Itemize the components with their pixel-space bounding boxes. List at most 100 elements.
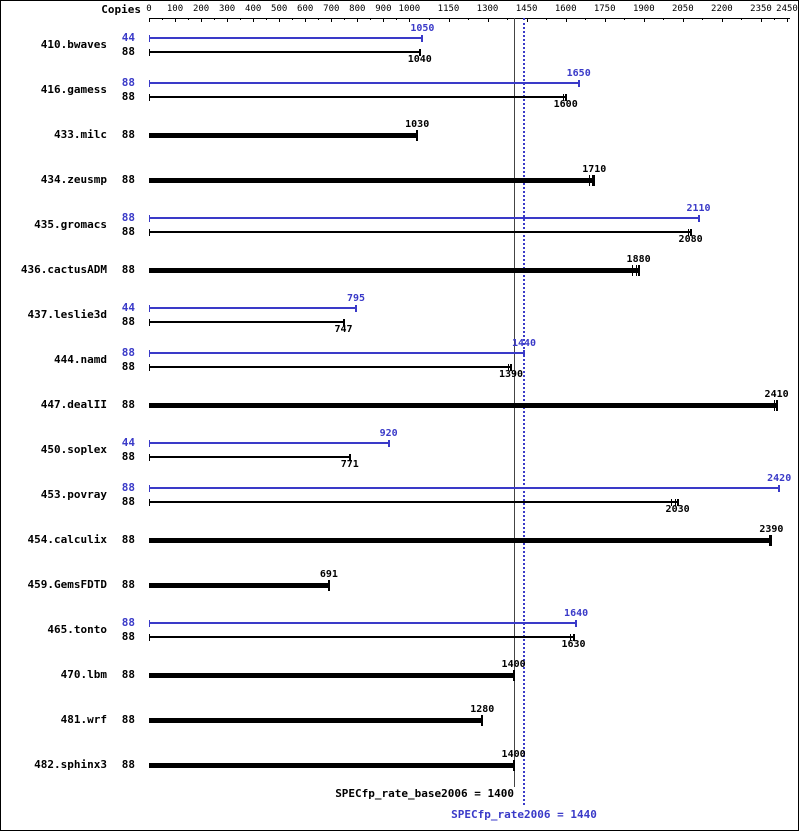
copies-value: 44 [121, 301, 135, 314]
bar-value-label: 2410 [764, 389, 789, 400]
bar-end-cap [775, 400, 778, 411]
bar-start-cap [149, 49, 150, 56]
bar-end-cap [689, 229, 692, 236]
bar-start-cap [149, 350, 150, 357]
copies-value: 88 [121, 713, 135, 726]
copies-value: 88 [121, 398, 135, 411]
bar [149, 321, 344, 323]
copies-value: 88 [121, 450, 135, 463]
x-axis-tick-label: 200 [192, 4, 210, 14]
bar-end-cap [637, 265, 640, 276]
run-mark [563, 94, 564, 101]
bar-end-cap [327, 580, 330, 591]
bar-value-label: 1400 [501, 659, 526, 670]
bar [149, 37, 423, 39]
bar [149, 763, 514, 768]
x-axis-minor-tick [774, 18, 775, 20]
x-axis-tick [331, 18, 333, 22]
x-axis-tick [175, 18, 176, 22]
bar-value-label: 920 [379, 428, 398, 439]
benchmark-label: 454.calculix [27, 533, 107, 546]
run-mark [508, 364, 510, 371]
x-axis-minor-tick [741, 18, 743, 20]
x-axis-tick-label: 1450 [515, 4, 538, 14]
copies-value: 88 [121, 128, 135, 141]
bar-value-label: 1400 [501, 749, 526, 760]
benchmark-label: 434.zeusmp [40, 173, 107, 186]
bar-value-label: 1710 [582, 164, 607, 175]
bar-start-cap [149, 454, 150, 461]
x-axis-tick [227, 18, 229, 22]
bar [149, 718, 483, 723]
bar-end-cap [387, 440, 390, 447]
bar-start-cap [149, 620, 150, 627]
base-rate-summary-text: SPECfp_rate_base2006 = 1400 [335, 787, 514, 800]
run-mark [674, 499, 676, 506]
bar-start-cap [149, 229, 150, 236]
x-axis-tick-label: 1600 [554, 4, 577, 14]
x-axis-tick [149, 18, 150, 22]
bar-value-label: 1630 [561, 639, 586, 650]
bar-end-cap [523, 350, 525, 357]
benchmark-label: 410.bwaves [40, 38, 107, 51]
benchmark-label: 465.tonto [47, 623, 107, 636]
x-axis-tick-label: 800 [349, 4, 366, 14]
copies-value: 88 [121, 346, 135, 359]
x-axis-tick-label: 700 [323, 4, 340, 14]
bar [149, 501, 678, 503]
bar [149, 217, 699, 219]
benchmark-label: 459.GemsFDTD [27, 578, 107, 591]
bar [149, 307, 356, 309]
x-axis-tick-label: 1300 [476, 4, 499, 14]
copies-value: 44 [121, 31, 135, 44]
copies-value: 88 [121, 173, 135, 186]
bar-end-cap [577, 80, 580, 87]
bar-end-cap [512, 670, 515, 681]
x-axis-minor-tick [663, 18, 665, 20]
copies-value: 88 [121, 225, 135, 238]
bar-end-cap [348, 454, 351, 461]
copies-value: 88 [121, 495, 135, 508]
bar [149, 231, 691, 233]
run-mark [589, 175, 591, 186]
benchmark-label: 481.wrf [60, 713, 107, 726]
bar-end-cap [342, 319, 345, 326]
benchmark-label: 447.dealII [40, 398, 107, 411]
x-axis-tick [383, 18, 385, 22]
benchmark-label: 416.gamess [40, 83, 107, 96]
bar-value-label: 1640 [564, 608, 589, 619]
bar-value-label: 1280 [470, 704, 495, 715]
x-axis-tick-label: 1900 [632, 4, 655, 14]
bar-start-cap [149, 499, 150, 506]
bar-end-cap [418, 49, 421, 56]
x-axis-tick [409, 18, 411, 22]
bar [149, 538, 772, 543]
copies-value: 88 [121, 45, 135, 58]
bar-end-cap [421, 35, 424, 42]
benchmark-label: 444.namd [54, 353, 107, 366]
bar-start-cap [149, 80, 150, 87]
benchmark-label: 436.cactusADM [20, 263, 107, 276]
benchmark-label: 437.leslie3d [27, 308, 107, 321]
bar-end-cap [676, 499, 679, 506]
copies-value: 88 [121, 533, 135, 546]
bar-end-cap [593, 175, 596, 186]
benchmark-label: 433.milc [54, 128, 107, 141]
x-axis-minor-tick [702, 18, 704, 20]
bar-value-label: 795 [346, 293, 366, 304]
copies-value: 88 [121, 630, 135, 643]
x-axis-line [149, 18, 790, 19]
bar-value-label: 2110 [686, 203, 711, 214]
copies-value: 88 [121, 211, 135, 224]
bar-end-cap [481, 715, 484, 726]
peak-rate-summary-text: SPECfp_rate2006 = 1440 [451, 808, 597, 821]
x-axis-tick [761, 18, 762, 22]
x-axis-tick [279, 18, 281, 22]
copies-value: 88 [121, 315, 135, 328]
bar-end-cap [510, 364, 512, 371]
copies-value: 88 [121, 481, 135, 494]
benchmark-label: 482.sphinx3 [34, 758, 107, 771]
x-axis-minor-tick [624, 18, 626, 20]
benchmark-label: 450.soplex [40, 443, 107, 456]
bar-start-cap [149, 305, 150, 312]
